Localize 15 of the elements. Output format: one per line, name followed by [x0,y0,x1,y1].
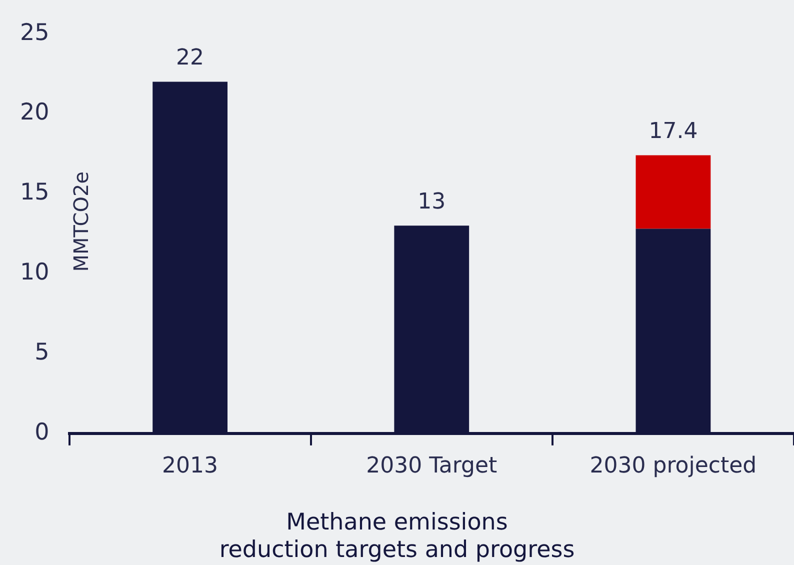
text: Methane emissions reduction targets and progress [219,510,575,564]
bar [636,155,711,229]
total-label: 13 [418,189,446,214]
x-tick-label: 2030 Target [366,453,498,478]
x-tick-label: 2013 [162,453,218,478]
y-tick-label: 25 [20,20,50,46]
y-axis-title: MMTCO2e [69,171,94,272]
y-tick-label: 0 [34,419,50,446]
total-label: 22 [176,45,204,70]
total-label: 17.4 [648,118,698,144]
y-tick-label: 15 [20,180,50,206]
y-tick-label: 10 [20,260,50,286]
y-tick-label: 5 [34,339,50,366]
x-tick-label: 2030 projected [590,453,757,478]
y-tick-label: 20 [20,100,50,126]
